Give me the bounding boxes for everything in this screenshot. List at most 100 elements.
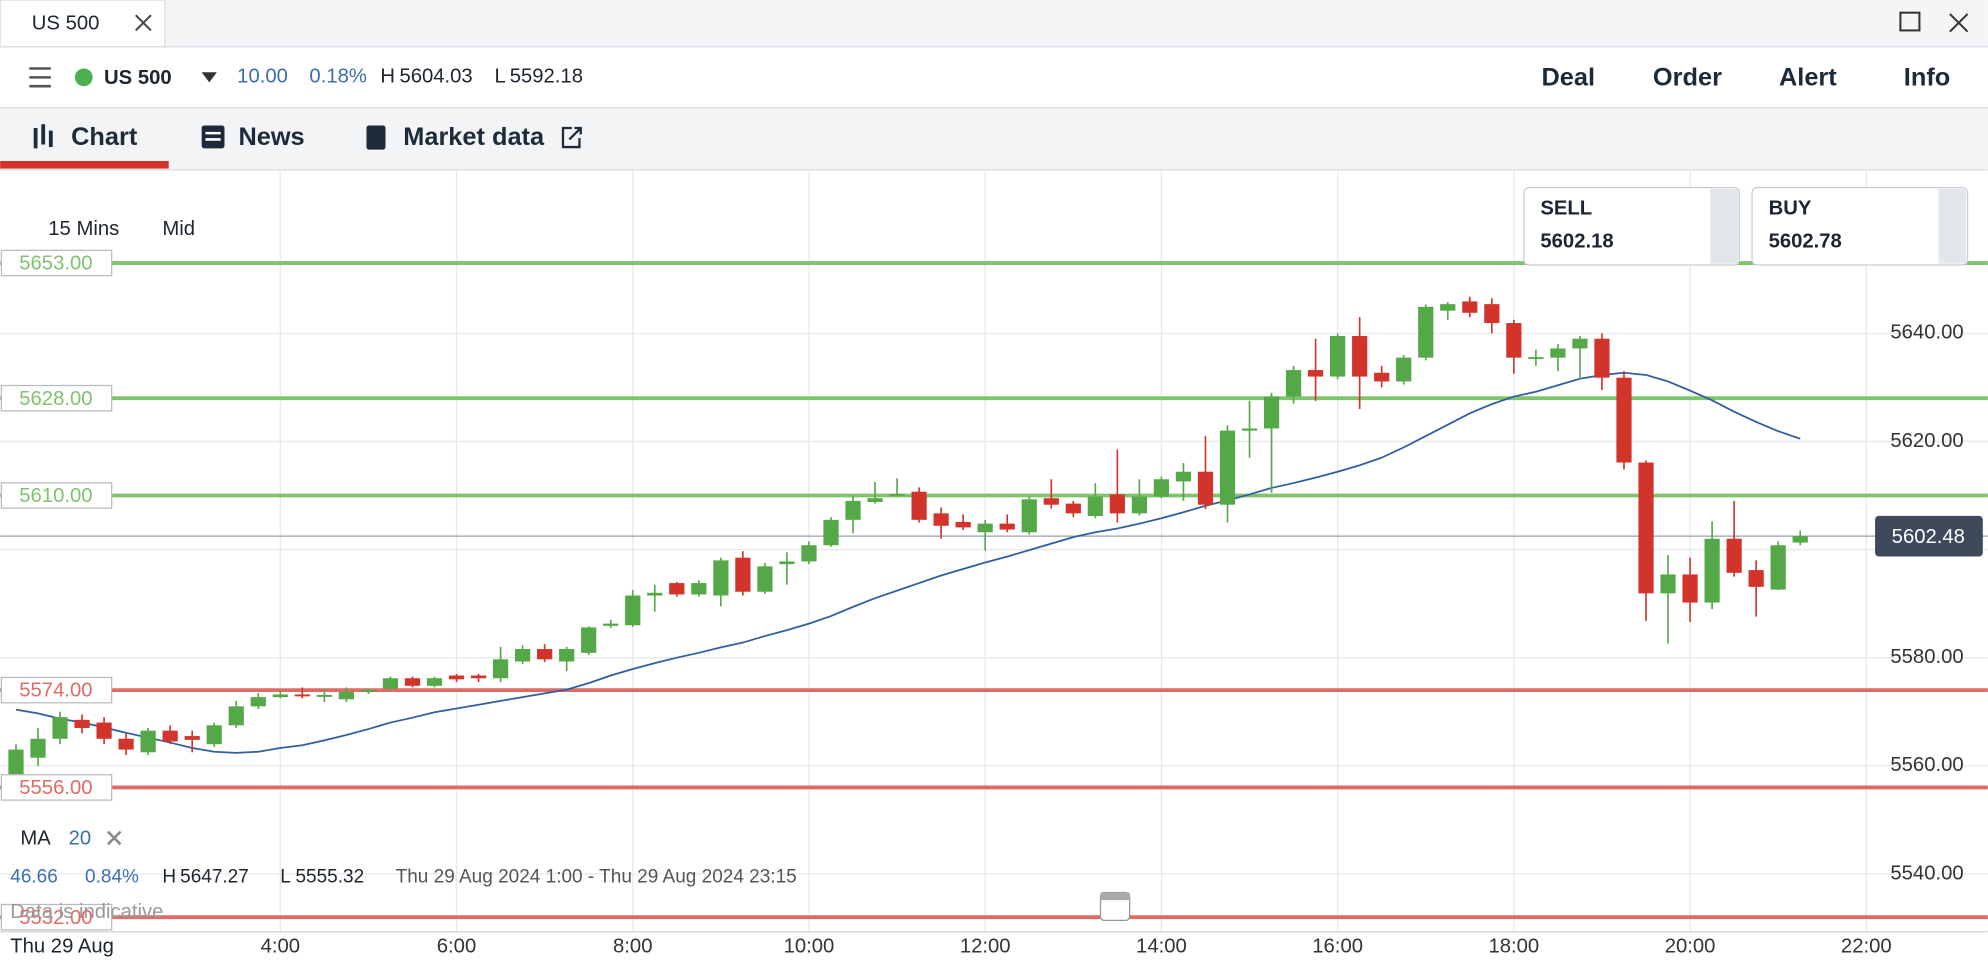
grid <box>0 171 1988 933</box>
summary-low-label: L <box>280 866 291 887</box>
candle-body <box>1594 338 1610 378</box>
alert-level-label: 5532.00 <box>19 907 92 929</box>
candle-body <box>735 557 751 592</box>
alert-level-label: 5556.00 <box>19 777 92 799</box>
candle-body <box>360 690 377 693</box>
ma-label: MA <box>20 828 51 850</box>
maximize-icon[interactable] <box>1899 11 1921 32</box>
series <box>8 296 1808 788</box>
candle-body <box>118 738 134 750</box>
candle-body <box>1330 336 1346 377</box>
x-tick-label: 16:00 <box>1312 935 1363 957</box>
date-label: Thu 29 Aug <box>10 935 114 957</box>
candle-body <box>1638 462 1654 594</box>
instrument-name[interactable]: US 500 <box>104 67 172 89</box>
window-tab[interactable] <box>0 0 166 48</box>
sell-box[interactable] <box>1523 186 1741 266</box>
candle-body <box>1131 496 1147 514</box>
tab-news[interactable]: News <box>238 123 304 151</box>
candle-body <box>426 678 443 686</box>
candle-body <box>404 678 421 686</box>
candle-body <box>1682 574 1698 603</box>
candle-body <box>1307 370 1324 377</box>
change: 10.00 <box>237 66 288 88</box>
alert-level-label: 5574.00 <box>19 680 92 702</box>
candle-body <box>1043 498 1059 505</box>
candle-body <box>515 649 531 662</box>
buy-title: BUY <box>1769 198 1812 220</box>
candle-body <box>1087 496 1103 517</box>
y-tick-label: 5580.00 <box>1890 646 1963 668</box>
menu-icon[interactable] <box>29 67 51 88</box>
menu-item[interactable]: Deal <box>1542 63 1596 91</box>
interval[interactable]: 15 Mins <box>48 218 119 240</box>
candle-body <box>1352 336 1368 377</box>
window-tab-title: US 500 <box>32 12 100 34</box>
candle-body <box>1462 301 1478 313</box>
candle-body <box>933 513 949 526</box>
last-price-label: 5602.48 <box>1892 526 1965 548</box>
sell-price: 5602.18 <box>1540 230 1613 252</box>
candle-body <box>1484 304 1500 324</box>
candle-body <box>889 493 905 496</box>
high: 5604.03 <box>399 66 472 88</box>
candle-body <box>448 675 465 680</box>
x-tick-label: 20:00 <box>1665 935 1716 957</box>
candle-body <box>581 627 597 653</box>
candle-body <box>1374 372 1390 382</box>
candle-body <box>206 725 222 745</box>
ma-remove-icon[interactable] <box>106 830 122 846</box>
candle-body <box>537 649 553 660</box>
candle-body <box>1726 538 1742 573</box>
sell-box-strip <box>1710 188 1739 264</box>
candle-body <box>911 491 927 520</box>
summary-low: 5555.32 <box>295 866 364 887</box>
x-tick-label: 22:00 <box>1841 935 1892 957</box>
candle-body <box>294 694 310 697</box>
candle-body <box>492 659 509 679</box>
active-tab-indicator <box>0 161 169 169</box>
price-type[interactable]: Mid <box>162 218 195 240</box>
alert-level-box <box>0 676 113 704</box>
candle-body <box>867 498 883 502</box>
candle-body <box>338 691 354 700</box>
candle-body <box>559 649 575 662</box>
candle-body <box>1109 494 1125 514</box>
candle-body <box>603 623 619 626</box>
candle-body <box>999 523 1015 530</box>
close-window-icon[interactable] <box>1949 13 1969 33</box>
tab-market-data[interactable]: Market data <box>403 123 545 151</box>
candle-body <box>184 736 200 740</box>
alert-level-box <box>0 482 113 509</box>
candle-body <box>1506 323 1522 358</box>
dropdown-icon[interactable] <box>201 72 217 83</box>
alert-level-box <box>0 903 113 931</box>
menu-item[interactable]: Alert <box>1779 63 1837 91</box>
candle-body <box>1748 570 1764 587</box>
buy-box[interactable] <box>1751 186 1969 266</box>
candle-body <box>1285 370 1302 397</box>
summary-high-label: H <box>162 866 176 887</box>
candle-body <box>691 583 707 595</box>
candle-body <box>1175 471 1192 482</box>
y-tick-label: 5620.00 <box>1890 430 1963 452</box>
tabs-bar <box>0 107 1988 170</box>
menu-item[interactable]: Info <box>1904 63 1950 91</box>
ma-period: 20 <box>69 828 92 850</box>
candle-body <box>757 566 773 592</box>
candle-body <box>1241 428 1258 431</box>
candle-body <box>250 697 266 707</box>
tab-chart[interactable]: Chart <box>71 123 138 151</box>
change-pct: 0.18% <box>309 66 366 88</box>
candle-body <box>823 519 839 546</box>
status-dot <box>74 68 93 87</box>
alert-level-label: 5628.00 <box>19 388 92 410</box>
candle-body <box>316 694 332 697</box>
close-tab-icon[interactable] <box>135 14 152 32</box>
candle-body <box>1197 471 1214 505</box>
x-tick-label: 18:00 <box>1488 935 1539 957</box>
menu-item[interactable]: Order <box>1653 63 1722 91</box>
candle-body <box>1418 306 1434 358</box>
candle-body <box>162 730 178 742</box>
candle-body <box>1704 538 1720 603</box>
